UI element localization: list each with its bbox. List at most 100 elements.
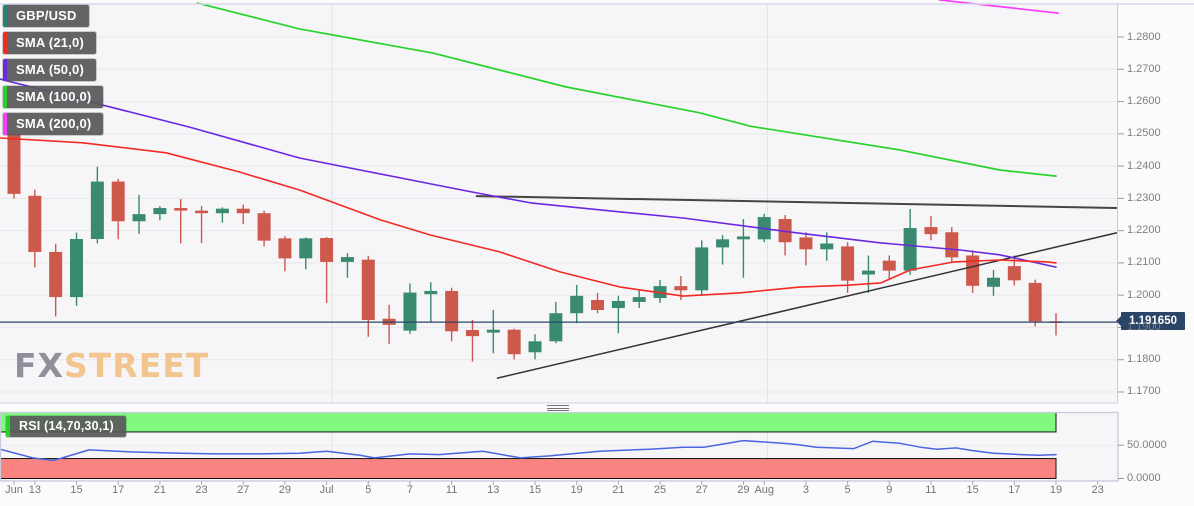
time-axis-label: 9 bbox=[886, 484, 893, 496]
legend-item-label: SMA (200,0) bbox=[16, 116, 92, 131]
legend-color-bar bbox=[3, 5, 7, 27]
candlestick bbox=[528, 341, 542, 353]
main-plot-background[interactable] bbox=[0, 4, 1118, 403]
candlestick bbox=[945, 232, 959, 258]
candlestick bbox=[882, 260, 896, 271]
time-axis-label: 15 bbox=[966, 484, 979, 496]
rsi-line bbox=[0, 439, 1057, 462]
price-axis-label: 1.2400 bbox=[1127, 159, 1161, 172]
candlestick bbox=[924, 227, 938, 235]
rsi-oversold-band bbox=[0, 458, 1057, 479]
trendline-upper bbox=[475, 195, 1118, 209]
legend-color-bar bbox=[3, 86, 7, 108]
time-axis-label: 29 bbox=[737, 484, 750, 496]
legend-color-bar bbox=[3, 113, 7, 135]
price-axis-label: 1.2500 bbox=[1127, 127, 1161, 140]
time-axis-label: 21 bbox=[153, 484, 166, 496]
rsi-panel-border bbox=[0, 411, 1119, 482]
rsi-legend-color-bar bbox=[6, 416, 10, 437]
time-axis-label: Jul bbox=[319, 484, 334, 496]
time-axis-label: Jun bbox=[5, 484, 23, 496]
legend-color-bar bbox=[3, 59, 7, 81]
time-axis-label: 15 bbox=[528, 484, 542, 496]
candlestick bbox=[424, 290, 438, 295]
candlestick bbox=[445, 290, 459, 332]
legend-item-label: SMA (50,0) bbox=[16, 62, 84, 77]
candlestick bbox=[570, 295, 584, 314]
price-axis-label: 1.2800 bbox=[1127, 30, 1161, 43]
candlestick bbox=[340, 257, 354, 262]
rsi-overbought-band bbox=[0, 412, 1057, 433]
watermark-fx: FX bbox=[14, 346, 64, 385]
sma-21-line bbox=[0, 137, 1057, 297]
candlestick bbox=[132, 214, 146, 222]
legend-item-sma-200-0[interactable]: SMA (200,0) bbox=[3, 113, 104, 135]
time-axis-label: 29 bbox=[278, 484, 292, 496]
current-price-value: 1.191650 bbox=[1129, 315, 1177, 327]
candlestick bbox=[1007, 266, 1021, 281]
candlestick bbox=[215, 208, 229, 214]
time-axis-label: 23 bbox=[1091, 484, 1104, 496]
candlestick bbox=[403, 292, 417, 331]
time-axis-label: 5 bbox=[365, 484, 372, 496]
candlestick bbox=[174, 208, 188, 211]
candlestick bbox=[1028, 282, 1042, 322]
time-axis-label: 21 bbox=[612, 484, 625, 496]
time-axis-label: 7 bbox=[406, 484, 414, 496]
legend-item-sma-50-0[interactable]: SMA (50,0) bbox=[3, 59, 96, 81]
candlestick bbox=[320, 238, 334, 262]
legend-item-label: SMA (21,0) bbox=[16, 35, 84, 50]
candlestick bbox=[799, 237, 813, 250]
time-axis-label: 19 bbox=[570, 484, 583, 496]
rsi-axis-label: 50.0000 bbox=[1127, 438, 1167, 451]
price-axis-label: 1.2600 bbox=[1127, 95, 1161, 108]
candlestick bbox=[236, 208, 250, 214]
candlestick bbox=[716, 239, 730, 248]
time-axis-label: 11 bbox=[445, 484, 458, 496]
legend-item-sma-21-0[interactable]: SMA (21,0) bbox=[3, 32, 96, 54]
sma-100-line bbox=[196, 2, 1057, 177]
watermark-street: STREET bbox=[64, 346, 210, 385]
rsi-axis-label: 0.0000 bbox=[1127, 472, 1161, 484]
candlestick bbox=[549, 313, 563, 342]
candlestick bbox=[695, 247, 709, 291]
time-axis-label: 11 bbox=[925, 484, 937, 496]
candlestick bbox=[195, 210, 209, 214]
panel-divider-handle[interactable] bbox=[547, 405, 569, 412]
candlestick bbox=[7, 134, 21, 194]
candlestick bbox=[111, 181, 125, 222]
time-axis-label: 27 bbox=[237, 484, 250, 496]
candlestick bbox=[278, 238, 292, 259]
candlestick bbox=[153, 208, 167, 215]
price-axis-label: 1.2100 bbox=[1127, 256, 1161, 269]
legend-item-gbp-usd[interactable]: GBP/USD bbox=[3, 5, 89, 27]
candlestick bbox=[736, 236, 750, 240]
time-axis-label: 3 bbox=[802, 484, 809, 496]
time-axis-label: 13 bbox=[487, 484, 500, 496]
rsi-legend-label: RSI (14,70,30,1) bbox=[19, 419, 114, 433]
candlestick bbox=[966, 255, 980, 286]
sma-50-line bbox=[0, 78, 1057, 268]
rsi-legend[interactable]: RSI (14,70,30,1) bbox=[6, 416, 126, 437]
time-axis-label: 23 bbox=[195, 484, 208, 496]
time-axis-label: 25 bbox=[653, 484, 667, 496]
price-axis-label: 1.2300 bbox=[1127, 191, 1161, 204]
legend-item-label: GBP/USD bbox=[16, 8, 77, 23]
candlestick bbox=[465, 330, 479, 337]
time-axis-label: 13 bbox=[28, 484, 41, 496]
legend-item-sma-100-0[interactable]: SMA (100,0) bbox=[3, 86, 104, 108]
time-axis-label: 19 bbox=[1049, 484, 1063, 496]
candlestick bbox=[361, 259, 375, 321]
time-axis-label: 15 bbox=[70, 484, 83, 496]
candlestick bbox=[70, 239, 84, 298]
candlestick bbox=[611, 300, 625, 309]
candlestick bbox=[28, 195, 42, 252]
candlestick bbox=[49, 251, 63, 298]
price-axis-label: 1.2000 bbox=[1127, 288, 1161, 301]
sma-200-line bbox=[938, 0, 1059, 14]
price-axis-label: 1.2200 bbox=[1127, 224, 1161, 237]
candlestick bbox=[820, 243, 834, 250]
candlestick bbox=[841, 246, 855, 281]
time-axis-label: 5 bbox=[844, 484, 851, 496]
